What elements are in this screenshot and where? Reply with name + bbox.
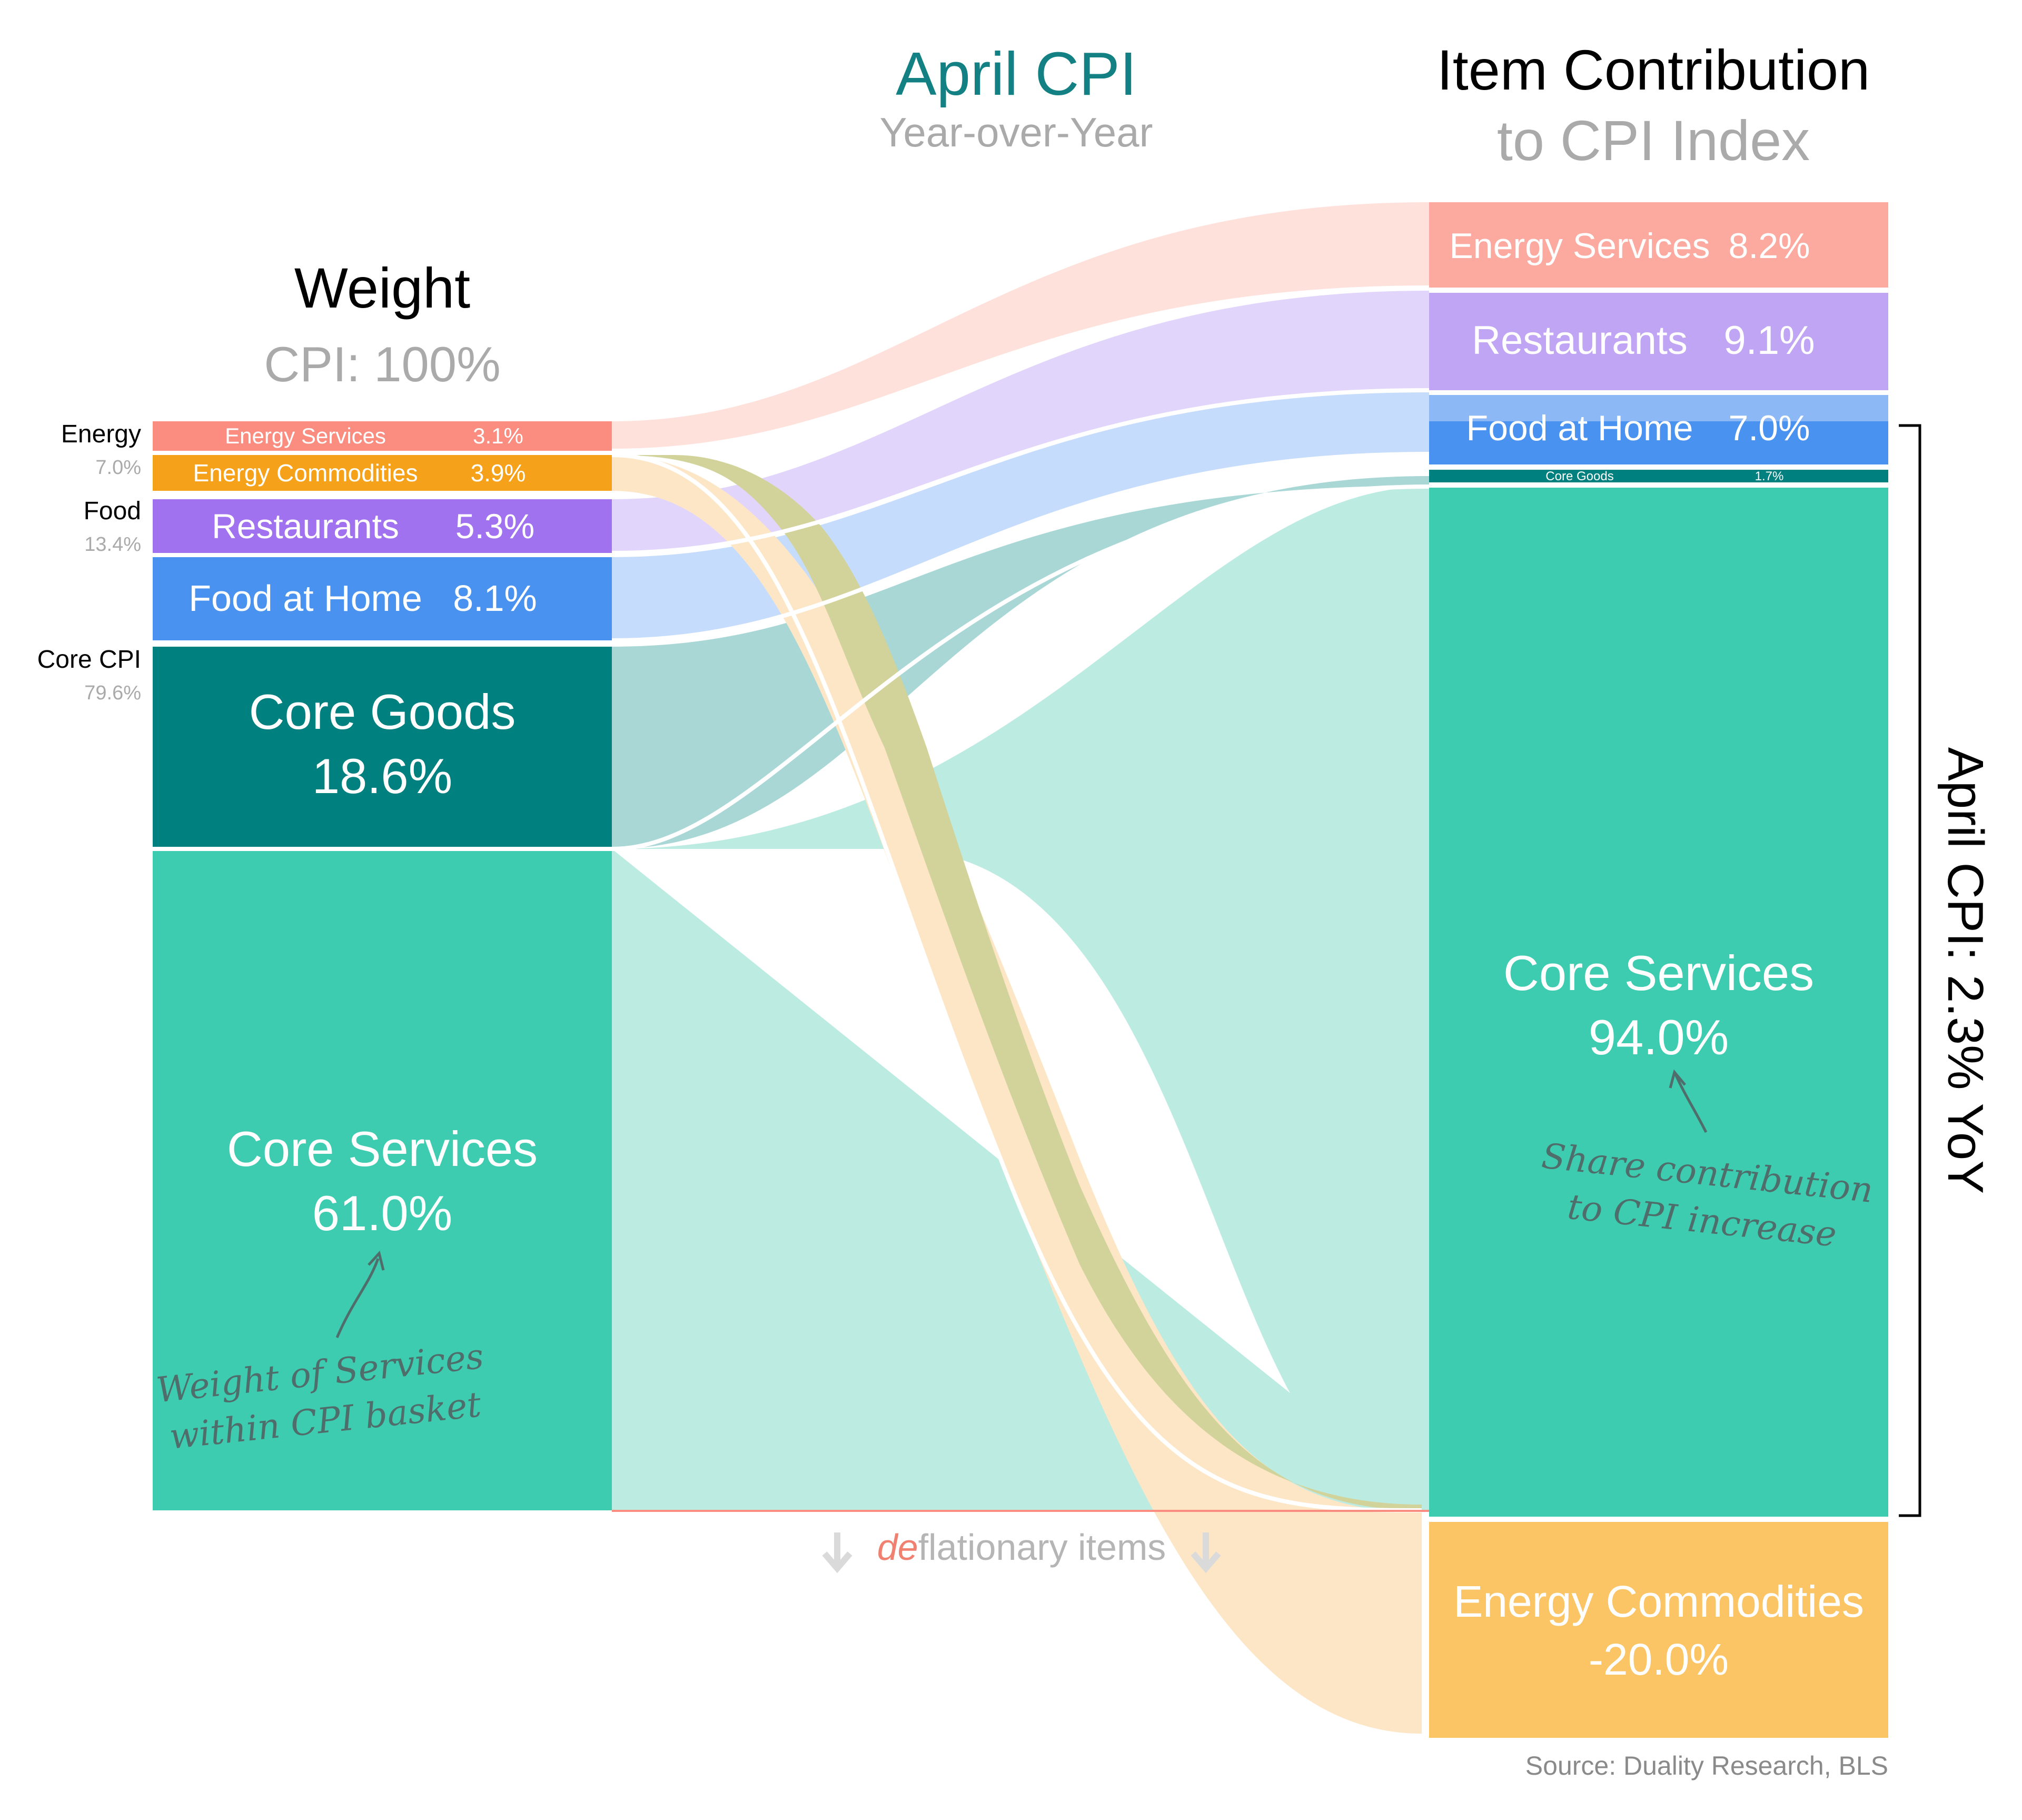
group-food-name: Food — [84, 497, 141, 525]
node-right-food-at-home — [1429, 395, 1888, 421]
node-right-energy-commodities — [1429, 1522, 1888, 1738]
right-subtitle: to CPI Index — [1497, 108, 1810, 172]
right-value-restaurants: 9.1% — [1723, 318, 1815, 363]
right-label-energy-commodities: Energy Commodities — [1453, 1577, 1864, 1626]
node-right-core-services — [1429, 488, 1888, 1517]
left-value-food-at-home: 8.1% — [453, 578, 537, 619]
node-left-restaurants — [153, 499, 612, 553]
left-value-energy-services: 3.1% — [473, 423, 523, 448]
group-corecpi-name: Core CPI — [37, 646, 141, 674]
node-left-energy-services — [153, 421, 612, 451]
node-left-core-services — [153, 851, 612, 1510]
right-label-restaurants: Restaurants — [1472, 318, 1688, 363]
bracket-label: April CPI: 2.3% YoY — [1937, 747, 1994, 1194]
down-arrow-left-icon — [822, 1532, 853, 1574]
node-right-restaurants — [1429, 293, 1888, 390]
right-value-energy-services: 8.2% — [1729, 226, 1810, 266]
deflationary-rest: flationary items — [918, 1527, 1166, 1568]
flow-restaurants — [612, 291, 1429, 553]
left-label-restaurants: Restaurants — [212, 507, 399, 546]
bracket — [1899, 424, 1921, 1517]
left-label-food-at-home: Food at Home — [189, 578, 422, 619]
node-left-food-at-home — [153, 557, 612, 640]
right-value-energy-commodities: -20.0% — [1589, 1635, 1729, 1684]
flow-core-goods — [612, 476, 1429, 849]
right-value-core-services: 94.0% — [1589, 1010, 1729, 1065]
node-right-core-goods — [1429, 470, 1888, 482]
node-right-food-at-home-lower — [1429, 421, 1888, 464]
left-value-core-goods: 18.6% — [312, 748, 453, 804]
left-subtitle: CPI: 100% — [264, 337, 500, 392]
right-label-core-goods: Core Goods — [1545, 469, 1613, 483]
node-left-energy-commodities — [153, 455, 612, 491]
node-left-core-goods — [153, 647, 612, 847]
annotation-arrow-left-icon — [335, 1258, 380, 1338]
right-label-food-at-home: Food at Home — [1466, 408, 1693, 448]
deflationary-label: deflationary items — [877, 1527, 1166, 1568]
center-subtitle: Year-over-Year — [880, 109, 1153, 155]
deflationary-prefix: de — [877, 1527, 918, 1568]
right-label-energy-services: Energy Services — [1449, 226, 1710, 266]
right-label-core-services: Core Services — [1503, 945, 1814, 1001]
flow-energy-services — [612, 202, 1429, 451]
left-label-energy-services: Energy Services — [225, 423, 386, 448]
group-energy-name: Energy — [61, 420, 141, 448]
right-value-food-at-home: 7.0% — [1729, 408, 1810, 448]
center-title: April CPI — [896, 39, 1137, 108]
flow-core-services — [612, 487, 1429, 1510]
group-food-pct: 13.4% — [84, 533, 141, 556]
right-value-core-goods: 1.7% — [1755, 469, 1784, 483]
down-arrow-right-icon — [1191, 1532, 1221, 1574]
left-value-core-services: 61.0% — [312, 1185, 453, 1241]
left-nodes — [153, 421, 612, 1510]
group-energy-pct: 7.0% — [95, 457, 141, 479]
left-label-core-goods: Core Goods — [249, 684, 516, 739]
source-note: Source: Duality Research, BLS — [1525, 1751, 1888, 1781]
group-corecpi-pct: 79.6% — [84, 682, 141, 704]
right-title: Item Contribution — [1437, 38, 1870, 102]
node-right-energy-services — [1429, 202, 1888, 288]
left-value-energy-commodities: 3.9% — [471, 459, 526, 487]
left-title: Weight — [294, 256, 470, 320]
flows — [611, 202, 1430, 1734]
annotation-arrow-right-icon — [1674, 1073, 1708, 1133]
left-label-energy-commodities: Energy Commodities — [193, 459, 418, 487]
left-label-core-services: Core Services — [227, 1121, 538, 1176]
right-nodes — [1429, 202, 1888, 1738]
left-value-restaurants: 5.3% — [455, 507, 534, 546]
